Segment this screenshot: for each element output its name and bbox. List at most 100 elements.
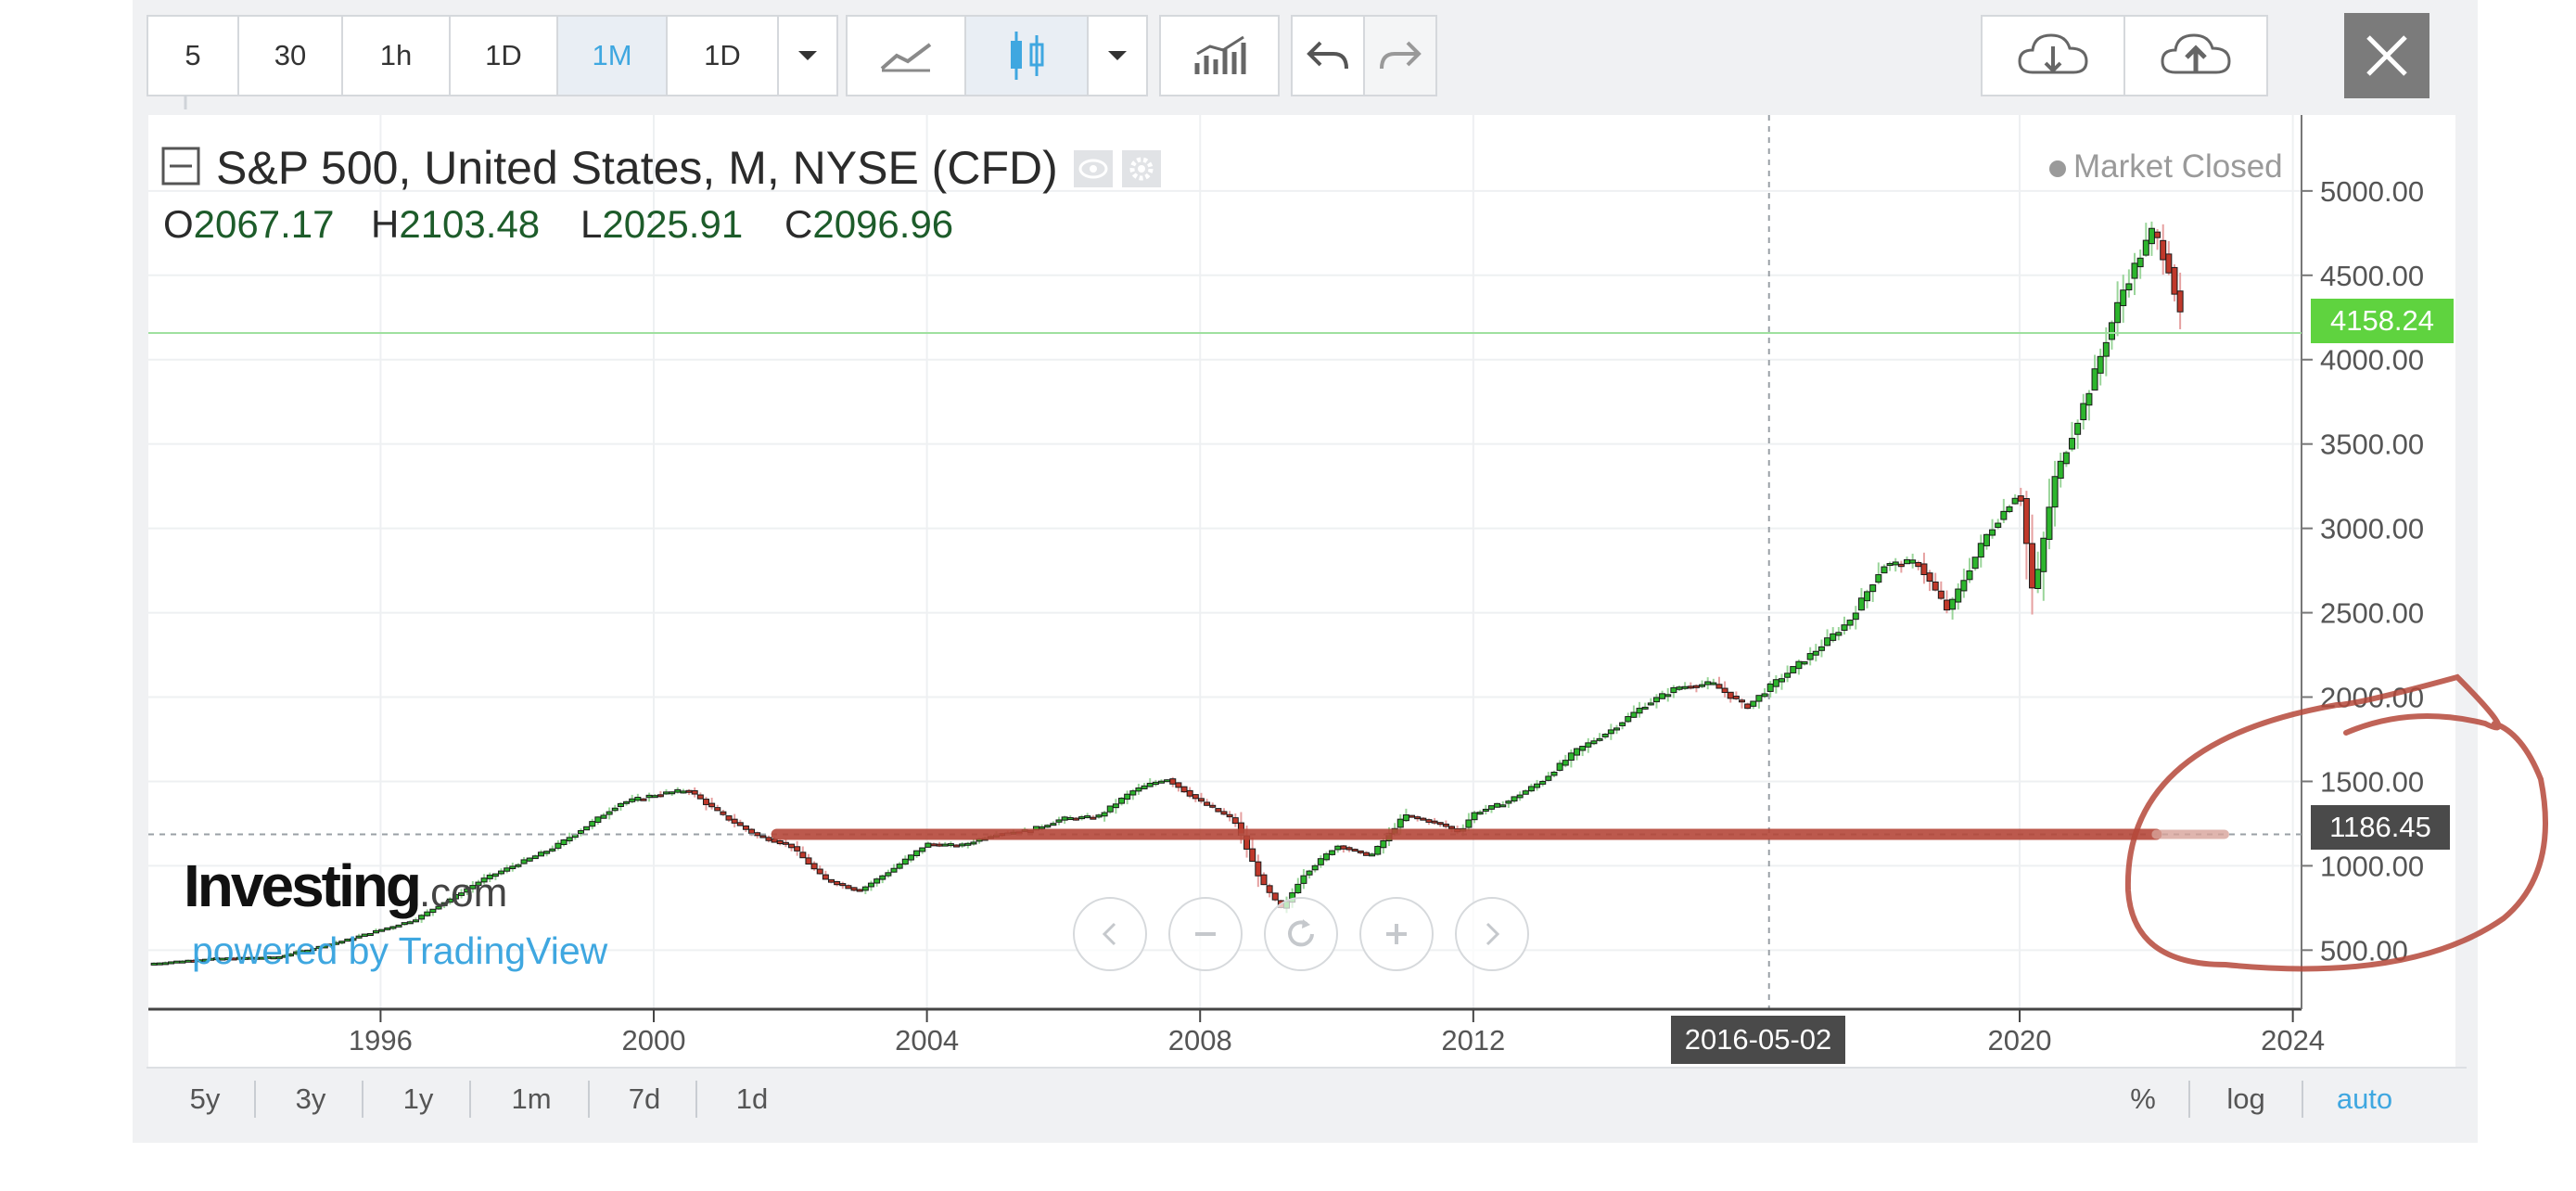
candlestick-chart-button[interactable] — [964, 15, 1089, 96]
candle-body — [1556, 762, 1563, 771]
dropdown-caret-icon — [1108, 51, 1127, 60]
candle-body — [822, 874, 829, 880]
candle-body — [663, 791, 670, 795]
candle-body — [885, 872, 892, 877]
candle-body — [1550, 771, 1558, 776]
candle-body — [691, 789, 698, 795]
candle-body — [816, 868, 823, 875]
candle-body — [1857, 597, 1865, 611]
candle-body — [1619, 722, 1626, 726]
interval-dropdown-button[interactable] — [777, 15, 838, 96]
candle-body — [1362, 852, 1370, 856]
candle-body — [850, 887, 858, 891]
cloud-download-icon — [2018, 33, 2088, 74]
candle-body — [919, 847, 926, 852]
candle-body — [543, 851, 551, 854]
interval-1h-button[interactable]: 1h — [341, 15, 451, 96]
candle-body — [161, 962, 169, 966]
range-3y-button[interactable]: 3y — [295, 1082, 326, 1115]
candle-body — [2136, 257, 2144, 268]
candle-body — [1186, 789, 1193, 797]
candle-body — [1090, 816, 1097, 820]
range-1m-button[interactable]: 1m — [511, 1082, 552, 1115]
scroll-right-button[interactable] — [1455, 897, 1529, 971]
candle-body — [874, 878, 881, 884]
candle-body — [1101, 812, 1108, 817]
candle-body — [418, 915, 426, 920]
candle-body — [2160, 239, 2167, 261]
close-button[interactable] — [2344, 13, 2429, 98]
zoom-out-button[interactable] — [1168, 897, 1243, 971]
line-chart-button[interactable] — [846, 15, 966, 96]
candle-body — [2057, 460, 2064, 480]
candle-body — [930, 843, 937, 847]
candle-body — [1146, 782, 1154, 788]
candle-body — [1670, 686, 1677, 694]
log-scale-button[interactable]: log — [2226, 1082, 2265, 1115]
candle-body — [1351, 849, 1358, 852]
powered-by-link[interactable]: powered by TradingView — [192, 929, 608, 972]
candle-body — [736, 822, 744, 826]
candle-body — [287, 954, 294, 957]
interval-1d-button[interactable]: 1D — [449, 15, 558, 96]
candle-body — [1106, 805, 1114, 813]
range-1y-button[interactable]: 1y — [402, 1082, 434, 1115]
x-tick-label: 2020 — [1988, 1024, 2052, 1057]
interval-1d-custom-button[interactable]: 1D — [666, 15, 779, 96]
candle-body — [1471, 812, 1478, 821]
candle-body — [1505, 800, 1512, 804]
candle-body — [1118, 798, 1126, 804]
candle-body — [1739, 699, 1746, 703]
candle-body — [1949, 598, 1957, 610]
plus-icon — [1386, 924, 1407, 944]
candle-body — [1050, 823, 1057, 826]
candle-body — [640, 798, 647, 801]
separator — [362, 1081, 363, 1118]
indicators-button[interactable] — [1159, 15, 1280, 96]
candle-body — [2125, 283, 2133, 290]
candle-body — [1135, 787, 1142, 792]
collapse-legend-icon[interactable] — [161, 147, 200, 186]
candle-body — [2068, 438, 2075, 450]
candle-body — [366, 932, 374, 936]
candle-body — [2000, 510, 2008, 520]
candle-body — [2154, 231, 2162, 238]
reset-chart-button[interactable] — [1264, 897, 1338, 971]
candle-body — [1317, 858, 1324, 865]
range-7d-button[interactable]: 7d — [628, 1082, 661, 1115]
candle-body — [1846, 620, 1854, 626]
candle-body — [1431, 820, 1438, 824]
candle-body — [281, 954, 288, 958]
candle-body — [685, 789, 693, 793]
zoom-in-button[interactable] — [1359, 897, 1434, 971]
candle-body — [520, 859, 528, 864]
last-price-tag: 4158.24 — [2311, 299, 2454, 343]
candle-body — [702, 799, 709, 805]
candle-body — [861, 886, 869, 891]
candle-body — [856, 889, 863, 892]
candle-body — [1322, 853, 1330, 861]
redo-button[interactable] — [1363, 15, 1437, 96]
candle-body — [435, 905, 442, 910]
interval-1m-button[interactable]: 1M — [556, 15, 668, 96]
range-1d-button[interactable]: 1d — [735, 1082, 769, 1115]
x-tick-label: 2024 — [2261, 1024, 2325, 1057]
upload-button[interactable] — [2123, 15, 2268, 96]
candle-body — [1129, 790, 1137, 796]
candle-body — [2006, 506, 2013, 513]
ohlc-open: O2067.17 — [163, 202, 335, 246]
percent-scale-button[interactable]: % — [2130, 1082, 2156, 1115]
candle-body — [173, 960, 181, 964]
auto-scale-button[interactable]: auto — [2336, 1082, 2393, 1115]
candle-body — [577, 830, 584, 835]
candle-body — [452, 893, 459, 900]
scroll-left-button[interactable] — [1073, 897, 1147, 971]
chart-type-dropdown-button[interactable] — [1087, 15, 1148, 96]
interval-5-button[interactable]: 5 — [147, 15, 239, 96]
candle-body — [185, 959, 192, 963]
candle-body — [1066, 817, 1074, 821]
undo-button[interactable] — [1291, 15, 1365, 96]
candle-body — [1909, 559, 1917, 564]
candle-body — [1112, 803, 1119, 809]
range-5y-button[interactable]: 5y — [189, 1082, 221, 1115]
